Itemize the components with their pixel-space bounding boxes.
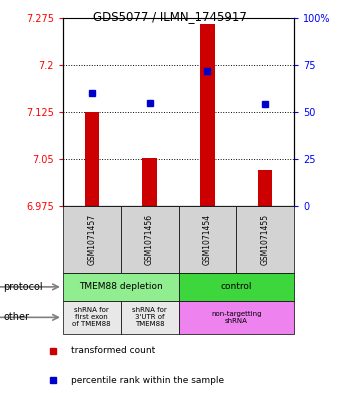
Bar — [236, 206, 294, 273]
Bar — [63, 273, 178, 301]
Text: transformed count: transformed count — [71, 346, 155, 355]
Text: percentile rank within the sample: percentile rank within the sample — [71, 376, 224, 384]
Text: shRNA for
3'UTR of
TMEM88: shRNA for 3'UTR of TMEM88 — [132, 307, 167, 327]
Text: protocol: protocol — [3, 282, 43, 292]
Bar — [121, 206, 178, 273]
Text: GSM1071456: GSM1071456 — [145, 214, 154, 265]
Text: other: other — [3, 312, 29, 322]
Text: TMEM88 depletion: TMEM88 depletion — [79, 283, 163, 291]
Bar — [63, 206, 121, 273]
Bar — [121, 301, 178, 334]
Bar — [85, 112, 99, 206]
Bar — [258, 171, 272, 206]
Bar — [142, 158, 157, 206]
Text: GSM1071454: GSM1071454 — [203, 214, 212, 265]
Bar — [178, 273, 294, 301]
Bar — [63, 301, 121, 334]
Text: non-targetting
shRNA: non-targetting shRNA — [211, 311, 261, 324]
Bar — [178, 206, 236, 273]
Text: GSM1071457: GSM1071457 — [87, 214, 96, 265]
Text: GSM1071455: GSM1071455 — [261, 214, 270, 265]
Bar — [178, 301, 294, 334]
Text: control: control — [221, 283, 252, 291]
Bar — [200, 24, 215, 206]
Text: GDS5077 / ILMN_1745917: GDS5077 / ILMN_1745917 — [93, 10, 247, 23]
Text: shRNA for
first exon
of TMEM88: shRNA for first exon of TMEM88 — [72, 307, 111, 327]
